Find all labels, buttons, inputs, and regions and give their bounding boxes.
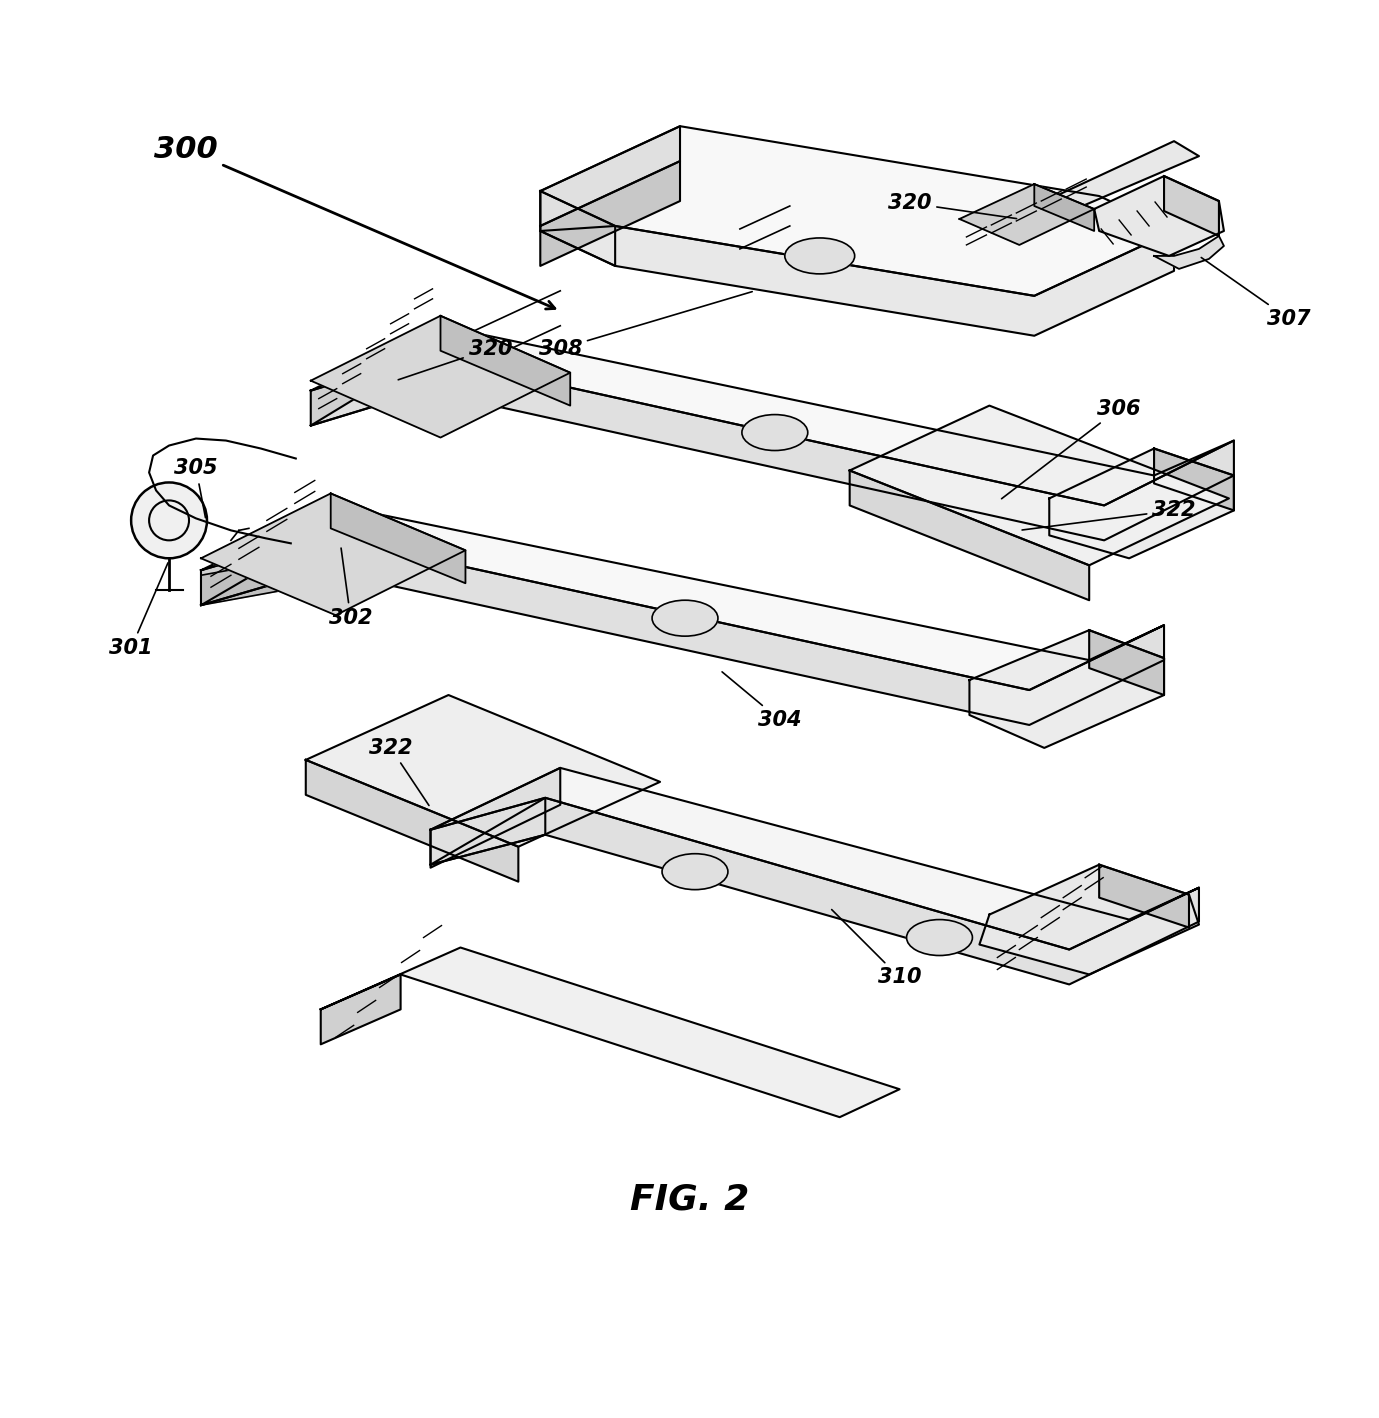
Text: 308: 308 (539, 292, 752, 359)
Text: 300: 300 (154, 135, 554, 309)
Ellipse shape (662, 854, 728, 889)
Polygon shape (979, 865, 1198, 974)
Text: 304: 304 (723, 672, 801, 730)
Polygon shape (541, 126, 1174, 296)
Text: FIG. 2: FIG. 2 (630, 1183, 750, 1217)
Polygon shape (310, 356, 1234, 540)
Polygon shape (310, 326, 1234, 505)
Polygon shape (331, 493, 466, 583)
Polygon shape (1089, 630, 1164, 695)
Ellipse shape (785, 238, 855, 274)
Text: 301: 301 (109, 563, 168, 658)
Polygon shape (849, 406, 1229, 566)
Polygon shape (960, 184, 1094, 245)
Polygon shape (201, 536, 1164, 725)
Polygon shape (430, 769, 560, 868)
Text: 305: 305 (174, 458, 218, 518)
Polygon shape (430, 769, 1198, 950)
Polygon shape (430, 798, 545, 865)
Polygon shape (201, 493, 466, 615)
Text: 322: 322 (1022, 501, 1196, 530)
Polygon shape (1034, 142, 1198, 216)
Ellipse shape (652, 600, 718, 637)
Polygon shape (1034, 184, 1094, 231)
Polygon shape (310, 356, 426, 425)
Polygon shape (1154, 448, 1234, 510)
Text: 307: 307 (1201, 258, 1310, 329)
Polygon shape (201, 505, 1164, 691)
Circle shape (131, 482, 207, 559)
Text: 320: 320 (399, 339, 512, 380)
Polygon shape (440, 316, 571, 406)
Polygon shape (306, 695, 661, 847)
Polygon shape (541, 162, 680, 267)
Polygon shape (1049, 448, 1234, 559)
Polygon shape (541, 126, 680, 225)
Polygon shape (1094, 176, 1225, 255)
Text: 322: 322 (368, 737, 429, 805)
Polygon shape (1099, 865, 1189, 927)
Text: 320: 320 (888, 193, 1016, 218)
Text: 306: 306 (1001, 398, 1140, 499)
Polygon shape (306, 760, 519, 882)
Text: 310: 310 (832, 909, 921, 987)
Polygon shape (541, 191, 615, 267)
Polygon shape (1154, 235, 1225, 269)
Polygon shape (321, 974, 400, 1044)
Polygon shape (430, 798, 1198, 984)
Ellipse shape (742, 414, 808, 451)
Polygon shape (849, 471, 1089, 600)
Polygon shape (310, 316, 571, 438)
Polygon shape (969, 630, 1164, 747)
Polygon shape (201, 556, 310, 605)
Text: 302: 302 (330, 549, 372, 628)
Polygon shape (541, 225, 1174, 336)
Polygon shape (1164, 176, 1219, 235)
Polygon shape (201, 536, 321, 605)
Polygon shape (321, 947, 899, 1117)
Ellipse shape (906, 920, 972, 956)
